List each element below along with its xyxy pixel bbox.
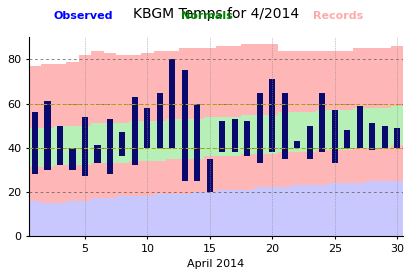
Bar: [44, 101, 51, 170]
Bar: [194, 104, 200, 181]
Title: KBGM Temps for 4/2014: KBGM Temps for 4/2014: [133, 7, 299, 21]
Text: Observed: Observed: [54, 11, 113, 21]
Bar: [307, 126, 313, 159]
Bar: [169, 59, 176, 148]
Bar: [132, 97, 138, 165]
Bar: [244, 121, 250, 156]
Bar: [282, 92, 288, 159]
Bar: [394, 128, 400, 148]
Bar: [344, 130, 350, 148]
Bar: [182, 70, 188, 181]
Bar: [356, 106, 363, 148]
Bar: [69, 148, 75, 170]
Bar: [94, 145, 101, 163]
Bar: [369, 123, 375, 150]
Bar: [157, 92, 163, 148]
Bar: [219, 121, 225, 152]
Bar: [332, 110, 338, 163]
Bar: [232, 119, 238, 152]
Bar: [82, 117, 88, 176]
Bar: [57, 126, 63, 165]
Text: Normals: Normals: [181, 11, 233, 21]
Bar: [32, 112, 38, 174]
X-axis label: April 2014: April 2014: [187, 259, 245, 269]
Bar: [107, 119, 113, 174]
Bar: [319, 92, 325, 152]
Bar: [257, 92, 263, 163]
Text: Records: Records: [313, 11, 363, 21]
Bar: [269, 79, 275, 152]
Bar: [382, 126, 388, 148]
Bar: [119, 132, 126, 156]
Bar: [144, 108, 150, 148]
Bar: [207, 159, 213, 192]
Bar: [294, 141, 300, 148]
